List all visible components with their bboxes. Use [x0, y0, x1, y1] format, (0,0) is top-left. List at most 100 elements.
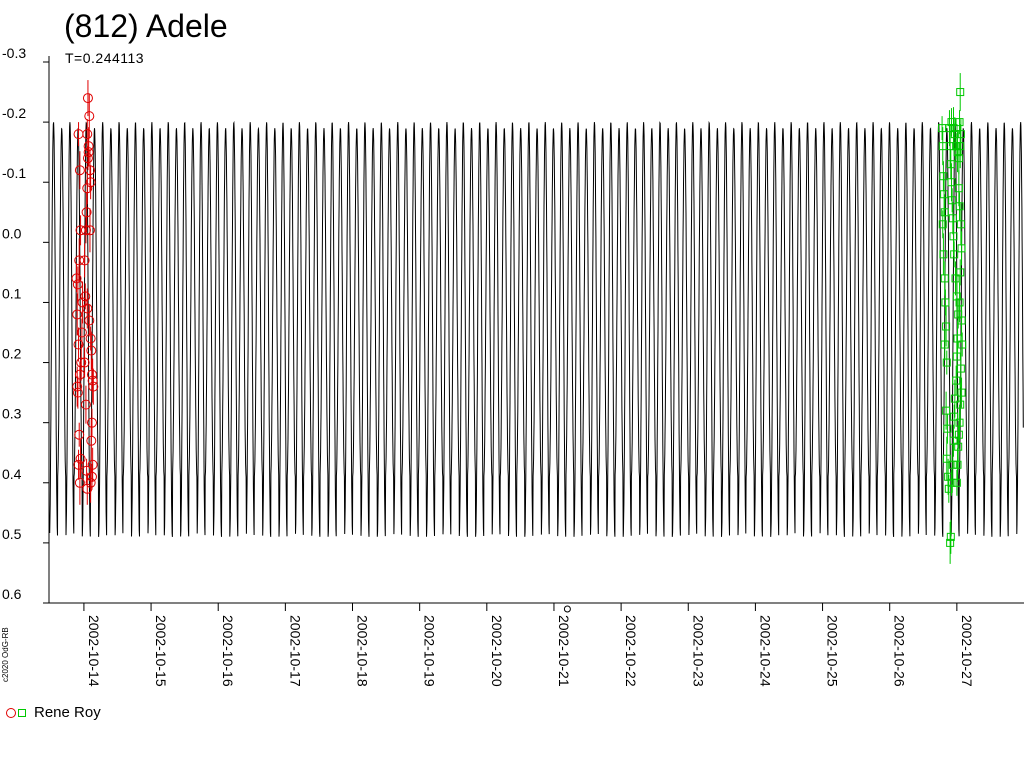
data-point-circle: [86, 345, 97, 356]
data-point-circle: [87, 459, 98, 470]
data-point-circle: [72, 387, 83, 398]
data-point-square: [949, 232, 958, 241]
data-point-square: [945, 124, 954, 133]
x-tick-label: 2002-10-17: [287, 615, 303, 687]
data-point-circle: [83, 147, 94, 158]
data-point-circle: [80, 291, 91, 302]
data-point-square: [946, 160, 955, 169]
data-point-circle: [71, 273, 82, 284]
model-lightcurve: [49, 120, 1024, 537]
data-point-square: [942, 358, 951, 367]
observation-points-layer: [71, 73, 967, 564]
data-point-square: [952, 376, 961, 385]
data-point-circle: [84, 225, 95, 236]
data-point-circle: [73, 459, 84, 470]
data-point-circle: [80, 399, 91, 410]
data-point-square: [947, 178, 956, 187]
data-point-circle: [72, 381, 83, 392]
data-point-circle: [73, 339, 84, 350]
data-point-circle: [82, 303, 93, 314]
data-point-square: [952, 352, 961, 361]
data-point-square: [957, 316, 966, 325]
data-point-square: [948, 460, 957, 469]
x-tick-label: 2002-10-27: [959, 615, 975, 687]
data-point-circle: [74, 429, 85, 440]
data-point-square: [955, 202, 964, 211]
chart-legend: Rene Roy: [4, 704, 101, 721]
data-point-square: [956, 142, 965, 151]
model-curve-layer: [49, 120, 1024, 537]
data-point-square: [950, 394, 959, 403]
data-point-circle: [72, 309, 83, 320]
data-point-square: [955, 118, 964, 127]
data-point-square: [956, 130, 965, 139]
data-point-circle: [87, 375, 98, 386]
data-point-square: [955, 298, 964, 307]
data-point-circle: [79, 255, 90, 266]
y-tick-label: 0.0: [2, 225, 22, 241]
data-point-square: [940, 274, 949, 283]
data-point-square: [942, 322, 951, 331]
x-tick-label: 2002-10-23: [690, 615, 706, 687]
y-tick-label: 0.6: [2, 586, 22, 602]
data-point-square: [956, 220, 965, 229]
data-point-square: [950, 130, 959, 139]
y-tick-label: 0.3: [2, 406, 22, 422]
data-point-circle: [76, 357, 87, 368]
data-point-square: [942, 406, 951, 415]
x-tick-label: 2002-10-24: [757, 615, 773, 687]
data-point-square: [956, 88, 965, 97]
data-point-square: [943, 424, 952, 433]
data-point-circle: [85, 177, 96, 188]
data-point-square: [948, 196, 957, 205]
zero-point-marker: [563, 605, 571, 613]
data-point-square: [946, 538, 955, 547]
x-tick-label: 2002-10-25: [825, 615, 841, 687]
x-tick-label: 2002-10-15: [153, 615, 169, 687]
data-point-square: [956, 364, 965, 373]
legend-square-icon: [18, 708, 26, 717]
data-point-square: [955, 418, 964, 427]
data-point-square: [954, 154, 963, 163]
data-point-square: [950, 250, 959, 259]
data-point-circle: [74, 165, 85, 176]
y-tick-label: 0.5: [2, 526, 22, 542]
y-tick-label: -0.2: [2, 105, 26, 121]
data-point-circle: [79, 357, 90, 368]
y-tick-label: 0.1: [2, 285, 22, 301]
data-point-square: [951, 274, 960, 283]
data-point-circle: [88, 381, 99, 392]
data-point-square: [940, 190, 949, 199]
data-point-square: [954, 442, 963, 451]
x-tick-label: 2002-10-21: [556, 615, 572, 687]
data-point-circle: [84, 111, 95, 122]
data-point-circle: [81, 207, 92, 218]
data-point-square: [948, 214, 957, 223]
data-point-circle: [76, 327, 87, 338]
x-tick-label: 2002-10-19: [422, 615, 438, 687]
data-point-square: [952, 142, 961, 151]
data-point-square: [953, 460, 962, 469]
y-tick-label: 0.2: [2, 346, 22, 362]
data-point-square: [956, 400, 965, 409]
data-point-circle: [86, 369, 97, 380]
data-point-circle: [82, 153, 93, 164]
data-point-circle: [85, 477, 96, 488]
x-tick-label: 2002-10-20: [489, 615, 505, 687]
copyright-note: c2020 OdG-RB: [1, 627, 10, 682]
data-point-square: [942, 454, 951, 463]
data-point-square: [957, 244, 966, 253]
data-point-circle: [82, 129, 93, 140]
legend-observer-label: Rene Roy: [34, 704, 101, 721]
data-point-square: [941, 298, 950, 307]
data-point-square: [953, 148, 962, 157]
data-point-square: [957, 388, 966, 397]
data-point-square: [947, 478, 956, 487]
data-point-circle: [85, 333, 96, 344]
data-point-square: [956, 268, 965, 277]
data-point-circle: [81, 465, 92, 476]
y-tick-label: -0.1: [2, 165, 26, 181]
legend-circle-icon: [6, 707, 16, 718]
x-tick-label: 2002-10-26: [892, 615, 908, 687]
